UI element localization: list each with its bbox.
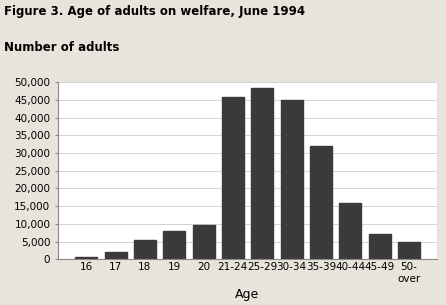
X-axis label: Age: Age <box>235 288 260 301</box>
Text: Figure 3. Age of adults on welfare, June 1994: Figure 3. Age of adults on welfare, June… <box>4 5 306 18</box>
Bar <box>75 257 97 259</box>
Bar <box>398 242 420 259</box>
Bar <box>368 235 391 259</box>
Text: Number of adults: Number of adults <box>4 41 120 54</box>
Bar <box>281 100 302 259</box>
Bar <box>134 240 156 259</box>
Bar <box>104 252 127 259</box>
Bar <box>163 231 185 259</box>
Bar <box>222 96 244 259</box>
Bar <box>193 224 215 259</box>
Bar <box>339 203 361 259</box>
Bar <box>251 88 273 259</box>
Bar <box>310 146 332 259</box>
